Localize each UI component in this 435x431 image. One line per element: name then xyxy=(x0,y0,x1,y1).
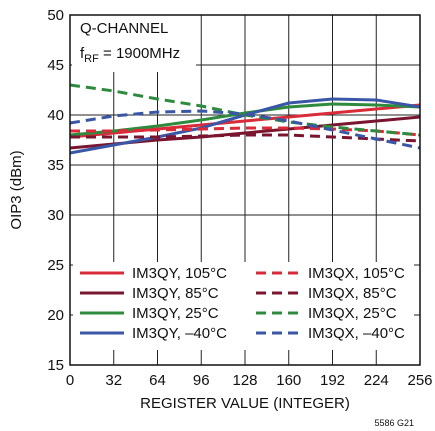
x-tick-label: 96 xyxy=(193,372,210,389)
legend: IM3QY, 105°C IM3QY, 85°C IM3QY, 25°C IM3QY,… xyxy=(73,262,414,350)
legend-background xyxy=(73,262,414,350)
y-tick-label: 20 xyxy=(47,307,64,324)
x-tick-label: 0 xyxy=(66,372,74,389)
x-tick-label: 256 xyxy=(407,372,432,389)
annotation-frequency: fRF = 1900MHz xyxy=(80,45,180,65)
legend-label: IM3QY, 85°C xyxy=(132,285,219,302)
legend-label: IM3QX, 85°C xyxy=(308,285,397,302)
x-tick-label: 128 xyxy=(232,372,257,389)
x-axis-label: REGISTER VALUE (INTEGER) xyxy=(140,395,350,412)
x-tick-label: 192 xyxy=(320,372,345,389)
figure-code: 5586 G21 xyxy=(374,418,414,428)
annotation-channel: Q-CHANNEL xyxy=(80,20,168,37)
annotation-frequency-value: = 1900MHz xyxy=(99,45,180,62)
y-tick-label: 45 xyxy=(47,57,64,74)
x-tick-label: 32 xyxy=(105,372,122,389)
series-line-6 xyxy=(70,133,421,143)
legend-label: IM3QX, 105°C xyxy=(308,265,405,282)
y-tick-label: 30 xyxy=(47,207,64,224)
annotation-layer: Q-CHANNEL fRF = 1900MHz xyxy=(72,12,196,72)
legend-label: IM3QY, 25°C xyxy=(132,305,219,322)
x-tick-label: 160 xyxy=(276,372,301,389)
legend-label: IM3QY, 105°C xyxy=(132,265,227,282)
series-line-8 xyxy=(69,109,421,150)
annotation-frequency-symbol: f xyxy=(80,45,85,62)
series-layer xyxy=(69,83,421,155)
series-line-1 xyxy=(69,103,421,139)
x-tick-label: 64 xyxy=(149,372,166,389)
legend-label: IM3QX, –40°C xyxy=(308,325,405,342)
y-axis-label: OIP3 (dBm) xyxy=(8,150,25,229)
annotation-box xyxy=(72,12,196,72)
y-tick-label: 15 xyxy=(47,357,64,374)
y-tick-label: 50 xyxy=(47,7,64,24)
legend-label: IM3QX, 25°C xyxy=(308,305,397,322)
y-tick-label: 25 xyxy=(47,257,64,274)
tick-labels: 0 32 64 96 128 160 192 224 256 15 20 25 30 35 40 45 50 xyxy=(47,7,432,389)
legend-label: IM3QY, –40°C xyxy=(132,325,227,342)
series-line-3 xyxy=(69,102,421,137)
plot-frame xyxy=(69,14,421,366)
y-tick-label: 40 xyxy=(47,107,64,124)
x-tick-label: 224 xyxy=(364,372,389,389)
annotation-frequency-subscript: RF xyxy=(84,53,99,65)
y-tick-label: 35 xyxy=(47,157,64,174)
